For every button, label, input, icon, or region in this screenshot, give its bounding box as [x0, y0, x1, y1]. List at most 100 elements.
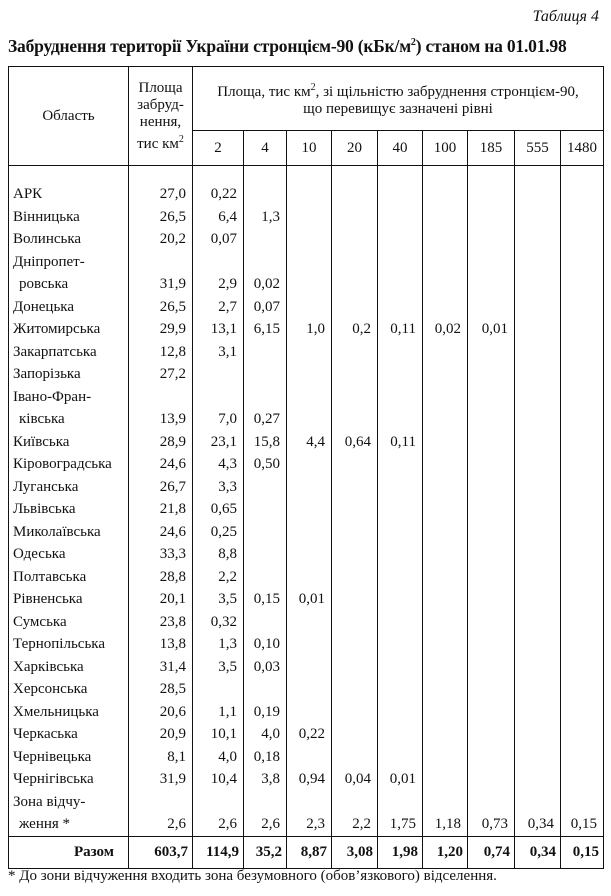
level-cell	[377, 340, 423, 363]
level-cell: 1,75	[377, 790, 423, 836]
level-cell	[467, 250, 515, 296]
level-cell	[422, 723, 468, 746]
level-cell	[286, 475, 332, 498]
area-cell: 27,0	[128, 165, 193, 206]
region-name-line: Зона відчу-	[13, 793, 86, 810]
level-cell	[331, 700, 378, 723]
level-cell: 0,27	[243, 385, 287, 431]
level-cell	[286, 655, 332, 678]
region-name-line: ківська	[19, 411, 65, 427]
region-name: Сумська	[8, 610, 129, 633]
level-cell	[467, 565, 515, 588]
level-cell	[422, 340, 468, 363]
total-cell: 603,7	[128, 835, 193, 869]
area-cell: 31,9	[128, 768, 193, 791]
table-row: Миколаївська 24,6 0,25	[8, 520, 605, 543]
level-cell	[514, 633, 561, 656]
level-cell	[377, 723, 423, 746]
level-cell: 2,2	[192, 565, 244, 588]
level-cell	[422, 205, 468, 228]
region-name: Луганська	[8, 475, 129, 498]
table-row: Чернігівська 31,9 10,4 3,8 0,94 0,04 0,01	[8, 768, 605, 791]
level-cell	[514, 475, 561, 498]
level-cell	[422, 700, 468, 723]
level-cell	[467, 610, 515, 633]
level-cell: 13,1	[192, 318, 244, 341]
level-cell	[192, 363, 244, 386]
area-cell: 27,2	[128, 363, 193, 386]
level-cell	[377, 228, 423, 251]
region-name: Дніпропет-ровська	[8, 250, 129, 296]
level-cell	[331, 250, 378, 296]
region-name-line: Дніпропет-	[13, 253, 85, 270]
table-row: Херсонська 28,5	[8, 678, 605, 701]
level-cell	[559, 723, 605, 746]
level-cell	[467, 340, 515, 363]
level-cell	[467, 588, 515, 611]
level-cell	[467, 475, 515, 498]
total-cell: 0,34	[514, 835, 561, 869]
level-cell	[514, 340, 561, 363]
table-row: Донецька 26,5 2,7 0,07	[8, 295, 605, 318]
area-cell: 20,1	[128, 588, 193, 611]
level-cell	[559, 165, 605, 206]
area-cell: 8,1	[128, 745, 193, 768]
level-cell: 6,15	[243, 318, 287, 341]
level-cell: 10,1	[192, 723, 244, 746]
level-cell	[514, 205, 561, 228]
level-cell	[422, 678, 468, 701]
region-name-line: Полтавська	[13, 568, 87, 585]
level-cell	[467, 498, 515, 521]
level-cell	[422, 610, 468, 633]
level-cell	[331, 228, 378, 251]
area-cell: 13,8	[128, 633, 193, 656]
region-name-line: Львівська	[13, 501, 76, 517]
level-cell	[559, 340, 605, 363]
level-cell	[559, 678, 605, 701]
level-cell	[514, 655, 561, 678]
level-cell	[331, 165, 378, 206]
level-cell	[422, 228, 468, 251]
level-cell	[286, 610, 332, 633]
region-name: Одеська	[8, 543, 129, 566]
region-name: Київська	[8, 430, 129, 453]
level-cell	[514, 723, 561, 746]
level-cell	[422, 655, 468, 678]
region-name-line: Хмельницька	[13, 703, 99, 720]
footnote: * До зони відчуження входить зона безумо…	[8, 868, 497, 884]
area-cell: 12,8	[128, 340, 193, 363]
table-row: Івано-Фран-ківська 13,9 7,0 0,27	[8, 385, 605, 431]
level-cell	[559, 745, 605, 768]
levels-title-end: , зі щільністю забруднення стронцієм-90,…	[303, 84, 579, 117]
level-cell: 0,22	[286, 723, 332, 746]
level-cell: 2,9	[192, 250, 244, 296]
level-cell	[559, 453, 605, 476]
level-cell	[331, 205, 378, 228]
level-cell: 4,0	[243, 723, 287, 746]
level-cell	[377, 633, 423, 656]
level-cell: 4,4	[286, 430, 332, 453]
level-cell	[514, 678, 561, 701]
level-cell	[422, 475, 468, 498]
header-level-555: 555	[514, 130, 561, 166]
level-cell	[377, 453, 423, 476]
level-cell	[377, 385, 423, 431]
level-cell: 0,11	[377, 318, 423, 341]
level-cell	[377, 475, 423, 498]
level-cell: 0,07	[192, 228, 244, 251]
level-cell: 0,18	[243, 745, 287, 768]
level-cell	[467, 165, 515, 206]
region-name-line: Миколаївська	[13, 523, 101, 540]
level-cell	[467, 453, 515, 476]
level-cell	[286, 678, 332, 701]
table-row: Луганська 26,7 3,3	[8, 475, 605, 498]
level-cell	[514, 520, 561, 543]
level-cell	[559, 295, 605, 318]
level-cell	[331, 565, 378, 588]
level-cell: 8,8	[192, 543, 244, 566]
level-cell: 0,32	[192, 610, 244, 633]
level-cell	[286, 250, 332, 296]
level-cell	[467, 295, 515, 318]
level-cell: 0,15	[559, 790, 605, 836]
level-cell	[286, 543, 332, 566]
